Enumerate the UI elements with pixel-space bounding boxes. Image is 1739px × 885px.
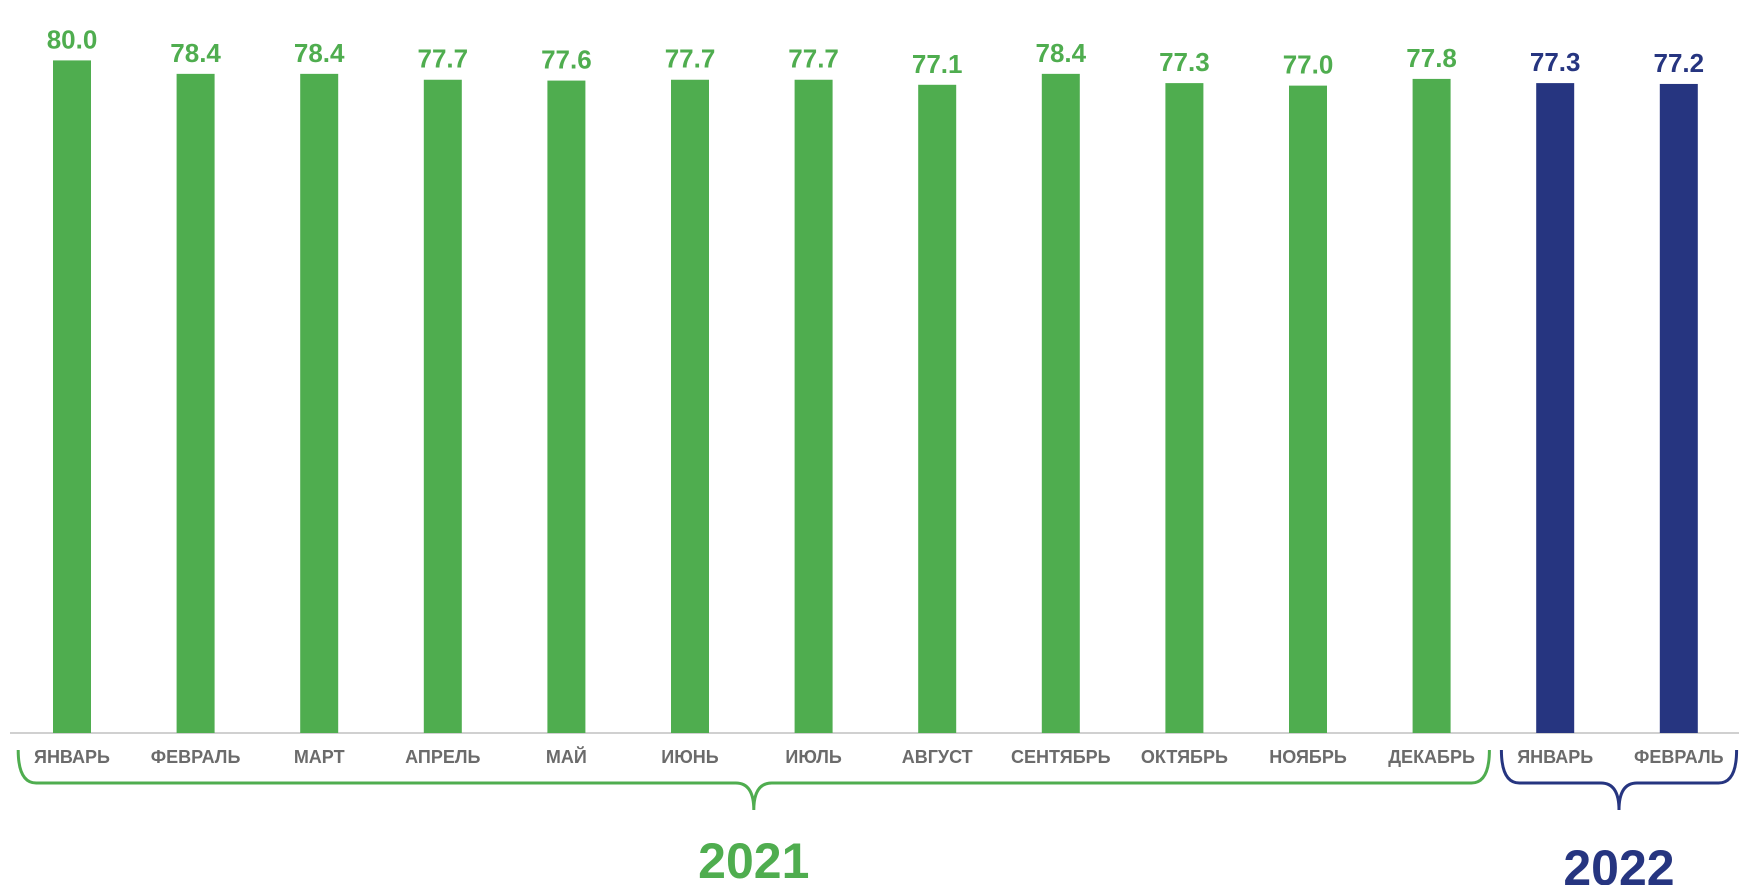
bar-value-label: 78.4: [294, 38, 345, 68]
bar-value-label: 77.7: [417, 44, 468, 74]
year-brace: [16, 749, 1491, 811]
bar: [918, 84, 957, 734]
bar-value-label: 77.7: [788, 44, 839, 74]
bar-value-label: 77.8: [1406, 43, 1457, 73]
category-label: ИЮЛЬ: [785, 747, 841, 767]
category-labels-group: ЯНВАРЬ ФЕВРАЛЬ МАРТ АПРЕЛЬ МАЙ ИЮНЬ ИЮЛЬ АВГУСТ…: [34, 746, 1724, 767]
bar-value-label: 78.4: [1035, 38, 1086, 68]
bar: [671, 79, 709, 733]
bar-value-label: 77.7: [665, 44, 716, 74]
category-label: НОЯБРЬ: [1269, 747, 1347, 767]
bar: [53, 60, 91, 733]
bar-value-label: 77.3: [1159, 47, 1210, 77]
category-label: АВГУСТ: [902, 747, 973, 767]
year-label: 2022: [1563, 840, 1674, 885]
year-groups: 2021 2022: [16, 749, 1739, 885]
bar-value-label: 78.4: [170, 38, 221, 68]
bar: [1659, 83, 1698, 734]
category-label: ДЕКАБРЬ: [1388, 747, 1475, 767]
bar: [547, 80, 586, 733]
category-label: ОКТЯБРЬ: [1141, 747, 1228, 767]
category-label: АПРЕЛЬ: [405, 747, 480, 767]
category-label: МАЙ: [546, 746, 587, 767]
bar: [794, 79, 833, 733]
bar: [300, 73, 339, 734]
category-label: ЯНВАРЬ: [1517, 747, 1593, 767]
bar: [1536, 83, 1575, 733]
year-brace: [1499, 749, 1739, 811]
bar: [1412, 78, 1451, 734]
bar-value-label: 80.0: [47, 24, 98, 54]
bar: [176, 73, 215, 734]
bars-group: [53, 60, 1698, 734]
year-label: 2021: [698, 833, 809, 885]
bar: [1041, 73, 1080, 734]
category-label: ФЕВРАЛЬ: [1634, 747, 1724, 767]
category-label: ИЮНЬ: [661, 747, 718, 767]
bar-value-label: 77.2: [1653, 48, 1704, 78]
bar: [1289, 85, 1327, 733]
bar-value-label: 77.1: [912, 49, 963, 79]
bar: [1165, 83, 1204, 733]
bar-value-label: 77.3: [1530, 47, 1581, 77]
category-label: ЯНВАРЬ: [34, 747, 110, 767]
bar: [423, 79, 462, 733]
category-label: СЕНТЯБРЬ: [1011, 747, 1111, 767]
category-label: МАРТ: [294, 747, 345, 767]
category-label: ФЕВРАЛЬ: [151, 747, 241, 767]
bar-value-label: 77.6: [541, 45, 592, 75]
value-labels-group: 80.0 78.4 78.4 77.7 77.6 77.7 77.7 77.1 78.4 77.3…: [47, 24, 1704, 79]
bar-value-label: 77.0: [1283, 50, 1334, 80]
